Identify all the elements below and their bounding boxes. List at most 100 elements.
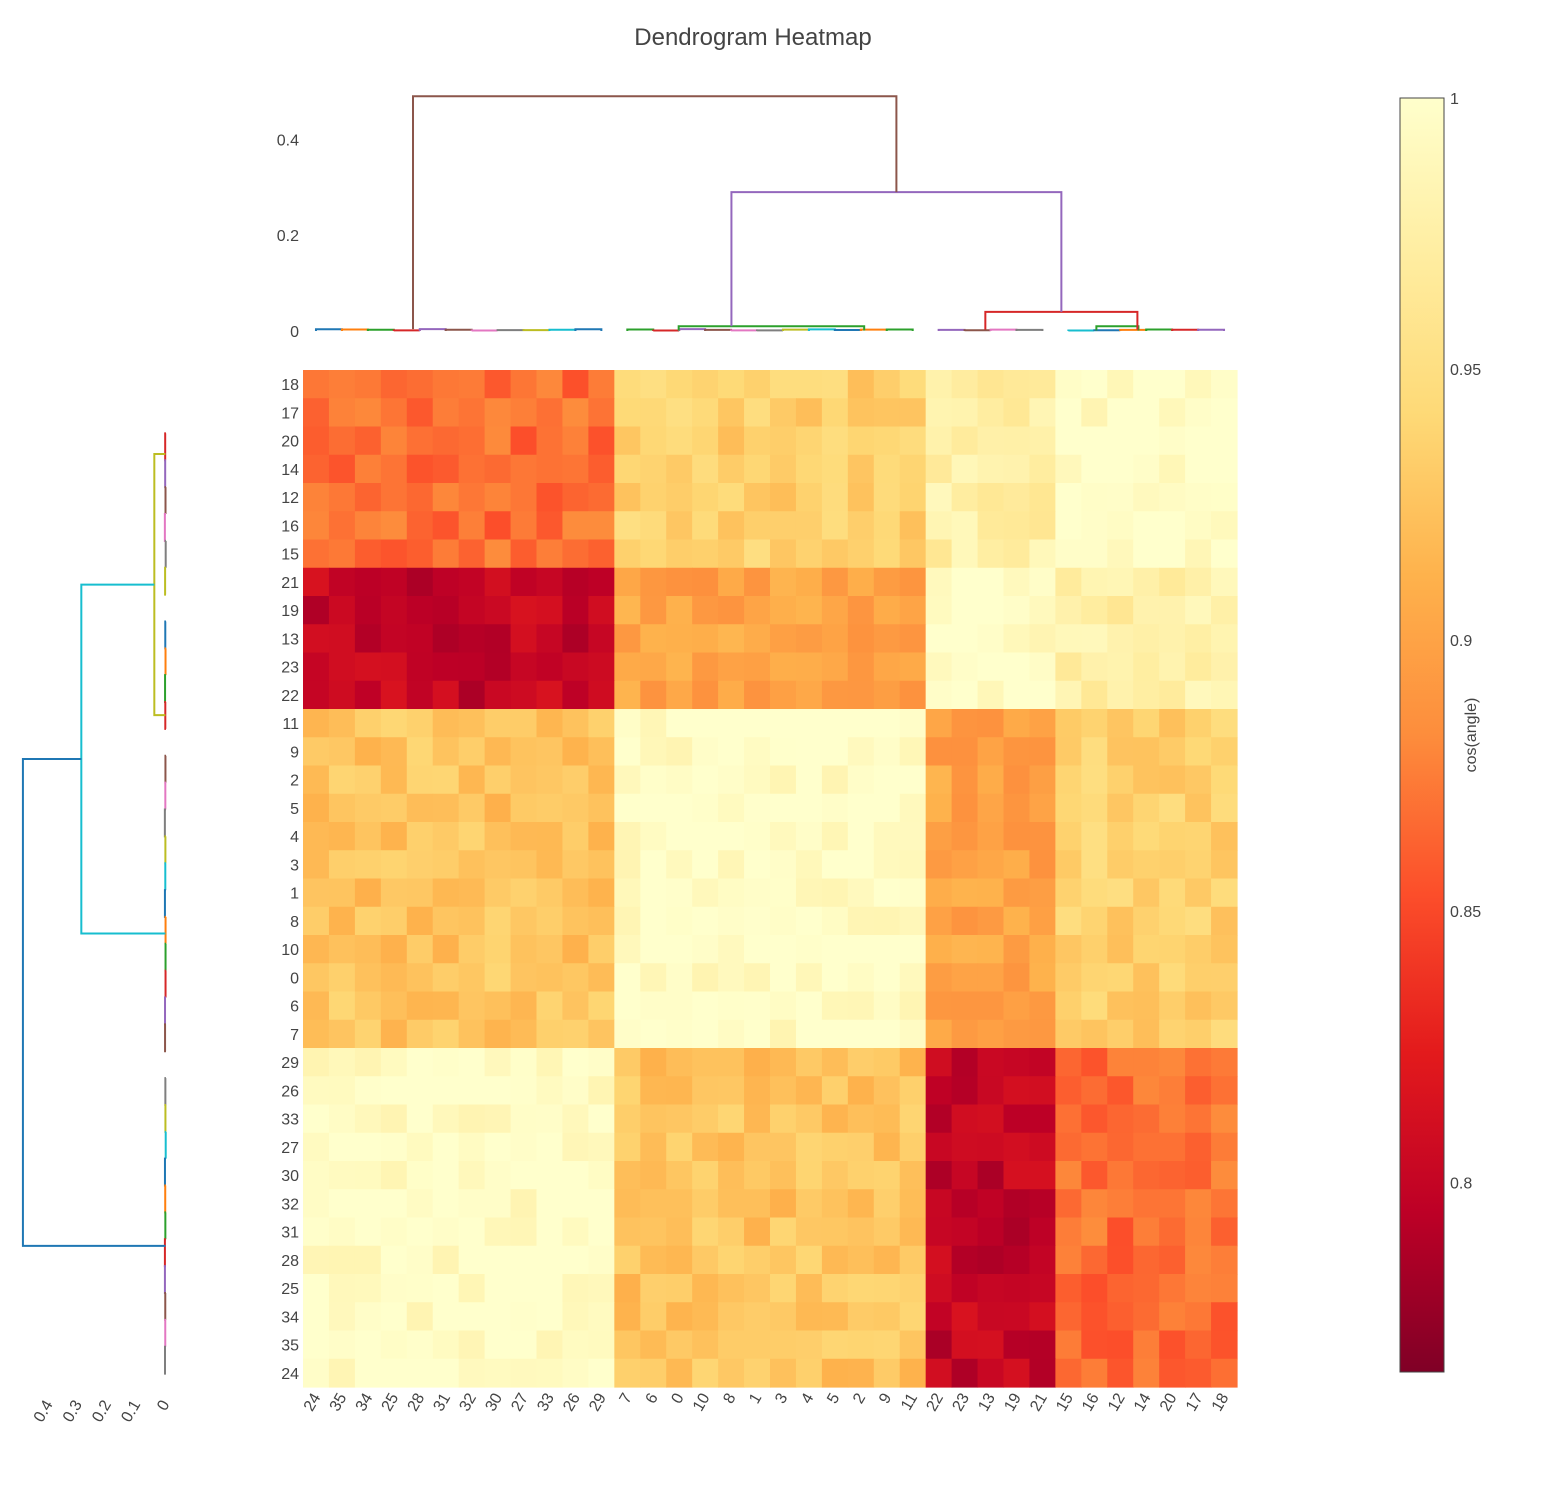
heatmap-cell: [951, 680, 979, 710]
heatmap-cell: [588, 454, 615, 484]
heatmap-cell: [380, 906, 408, 936]
heatmap-cell: [1159, 850, 1186, 880]
heatmap-cell: [458, 426, 486, 456]
heatmap-cell: [925, 1161, 953, 1190]
heatmap-cell: [770, 709, 797, 738]
heatmap-cell: [406, 1245, 434, 1275]
heatmap-cell: [432, 1274, 460, 1303]
x-tick-label: 14: [1131, 1390, 1155, 1414]
heatmap-cell: [1055, 906, 1082, 936]
heatmap-cell: [640, 483, 667, 512]
heatmap-cell: [1133, 1245, 1160, 1275]
heatmap-cell: [1029, 370, 1056, 399]
heatmap-cell: [614, 483, 641, 512]
y-tick-label: 32: [281, 1196, 299, 1213]
x-tick-label: 32: [456, 1390, 480, 1414]
heatmap-cell: [977, 793, 1005, 823]
heatmap-cell: [821, 511, 849, 541]
heatmap-cell: [1055, 454, 1082, 484]
heatmap-cell: [562, 680, 589, 710]
y-tick-label: 6: [290, 999, 299, 1016]
heatmap-cell: [406, 1161, 434, 1190]
heatmap-cell: [328, 793, 356, 823]
heatmap-cell: [1055, 483, 1082, 512]
heatmap-cell: [328, 1330, 356, 1360]
heatmap-cell: [536, 596, 564, 625]
heatmap-cell: [821, 1132, 849, 1162]
heatmap-cell: [562, 1048, 589, 1077]
heatmap-cell: [1185, 398, 1212, 428]
heatmap-cell: [328, 680, 356, 710]
heatmap-cell: [562, 1132, 589, 1162]
heatmap-cell: [458, 991, 486, 1021]
heatmap-cell: [666, 1217, 693, 1247]
heatmap-cell: [640, 1189, 667, 1219]
top-dendrogram-leaf-link: [1197, 328, 1226, 331]
heatmap-cell: [899, 596, 927, 625]
heatmap-cell: [821, 596, 849, 625]
heatmap-cell: [666, 511, 693, 541]
heatmap-cell: [432, 1217, 460, 1247]
heatmap-cell: [640, 1104, 667, 1134]
top-dendrogram-leaf-link: [340, 328, 369, 331]
heatmap-cell: [899, 1104, 927, 1134]
heatmap-cell: [1211, 793, 1238, 823]
heatmap-cell: [899, 370, 927, 399]
heatmap-cell: [354, 370, 382, 399]
heatmap-cell: [1185, 624, 1212, 654]
heatmap-cell: [640, 624, 667, 654]
heatmap-cell: [640, 1330, 667, 1360]
heatmap-cell: [821, 822, 849, 851]
heatmap-cell: [380, 624, 408, 654]
heatmap-cell: [1159, 596, 1186, 625]
heatmap-cell: [458, 680, 486, 710]
heatmap-cell: [614, 596, 641, 625]
heatmap-cell: [770, 1019, 797, 1049]
heatmap-cell: [951, 539, 979, 569]
heatmap-cell: [510, 567, 538, 597]
heatmap-cell: [1081, 963, 1108, 993]
heatmap-cell: [354, 398, 382, 428]
y-tick-label: 27: [281, 1140, 299, 1157]
heatmap-cell: [718, 935, 745, 964]
heatmap-cell: [328, 878, 356, 908]
heatmap-cell: [1029, 1076, 1056, 1106]
heatmap-cell: [718, 765, 745, 795]
top-dendrogram-leaf-link: [314, 328, 343, 331]
heatmap-cell: [718, 511, 745, 541]
heatmap-cell: [666, 1076, 693, 1106]
heatmap-cell: [562, 906, 589, 936]
heatmap-cell: [873, 454, 901, 484]
heatmap-cell: [303, 1302, 330, 1332]
heatmap-cell: [1133, 511, 1160, 541]
heatmap-cell: [873, 1132, 901, 1162]
heatmap-cell: [1133, 1217, 1160, 1247]
heatmap-cell: [1081, 1076, 1108, 1106]
heatmap-cell: [1159, 426, 1186, 456]
left-dendrogram-leaf-link: [164, 1023, 167, 1053]
heatmap-cell: [354, 1132, 382, 1162]
heatmap-cell: [951, 370, 979, 399]
heatmap-cell: [1029, 1189, 1056, 1219]
heatmap-cell: [899, 539, 927, 569]
heatmap-cell: [303, 1161, 330, 1190]
heatmap-cell: [406, 793, 434, 823]
heatmap-cell: [1211, 991, 1238, 1021]
heatmap-cell: [536, 1189, 564, 1219]
heatmap-cell: [899, 680, 927, 710]
heatmap-cell: [328, 370, 356, 399]
heatmap-cell: [1211, 765, 1238, 795]
heatmap-cell: [614, 1358, 641, 1388]
heatmap-cell: [640, 680, 667, 710]
heatmap-cell: [666, 709, 693, 738]
heatmap-cell: [303, 709, 330, 738]
y-tick-label: 1: [290, 886, 299, 903]
top-dendrogram-leaf-link: [366, 328, 395, 331]
x-tick-label: 31: [431, 1390, 455, 1414]
top-dendrogram-leaf-link: [1119, 328, 1148, 331]
heatmap-cell: [406, 454, 434, 484]
heatmap-cell: [899, 1189, 927, 1219]
heatmap-cell: [951, 1274, 979, 1303]
top-dendrogram-leaf-link: [704, 328, 733, 331]
heatmap-cell: [666, 963, 693, 993]
